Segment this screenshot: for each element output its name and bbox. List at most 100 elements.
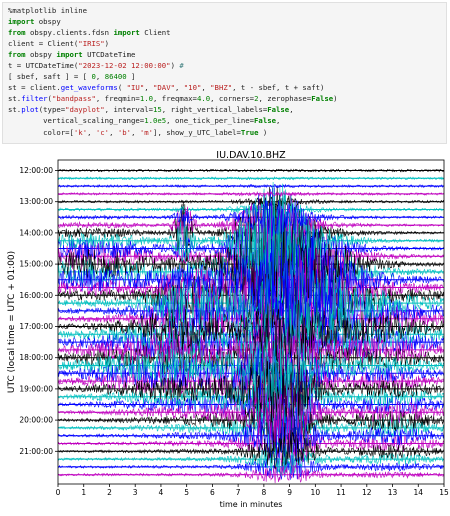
- trace-waveform: [58, 183, 444, 189]
- trace-group: [58, 168, 444, 484]
- code-token: , corners=: [210, 94, 255, 104]
- trace-waveform: [58, 287, 444, 349]
- code-token: "IRIS": [78, 39, 105, 49]
- trace-waveform: [58, 324, 444, 386]
- code-token: ): [104, 39, 110, 49]
- x-tick-label: 0: [56, 488, 61, 497]
- code-token: st = client.: [8, 83, 61, 93]
- code-token: from: [8, 50, 26, 60]
- trace-waveform: [58, 408, 444, 462]
- code-token: , freqmax=: [153, 94, 197, 104]
- code-token: ,: [131, 127, 140, 137]
- code-token: 1.0e5: [144, 116, 167, 126]
- trace-waveform: [58, 429, 444, 470]
- code-token: 'c': [95, 127, 110, 137]
- code-token: from: [8, 28, 26, 38]
- code-token: , t - sbef, t + saft): [232, 83, 325, 93]
- x-tick-label: 8: [261, 488, 266, 497]
- code-line: %matplotlib inline: [8, 5, 441, 16]
- code-token: ]: [126, 72, 136, 82]
- code-token: True: [240, 127, 259, 137]
- code-token: obspy.clients.fdsn: [25, 28, 114, 38]
- code-token: 'm': [139, 127, 154, 137]
- y-axis-label: UTC (local time = UTC + 01:00): [7, 251, 17, 393]
- code-line: vertical_scaling_range=1.0e5, one_tick_p…: [8, 115, 441, 126]
- y-tick-label: 18:00:00: [19, 353, 53, 362]
- code-token: ], show_y_UTC_label=: [153, 127, 241, 137]
- code-token: "BHZ": [210, 83, 233, 93]
- code-token: client = Client(: [8, 39, 79, 49]
- y-axis: 12:00:00 13:00:00 14:00:00 15:00:00 16:00:00…: [19, 166, 58, 456]
- code-token: 4.0: [196, 94, 211, 104]
- code-token: import: [56, 50, 83, 60]
- x-tick-label: 9: [287, 488, 292, 497]
- code-token: ,: [201, 83, 211, 93]
- trace-waveform: [58, 317, 444, 382]
- code-token: False: [254, 116, 276, 126]
- code-token: , zerophase=: [258, 94, 312, 104]
- y-tick-label: 19:00:00: [19, 384, 53, 393]
- code-token: plot: [21, 105, 39, 115]
- code-token: "DAV": [153, 83, 175, 93]
- code-token: st.: [8, 94, 22, 104]
- x-tick-label: 12: [362, 488, 372, 497]
- code-token: , interval=: [104, 105, 153, 115]
- code-token: ,: [109, 127, 118, 137]
- code-token: [ sbef, saft ] = [: [8, 72, 92, 82]
- code-cell[interactable]: %matplotlib inline import obspy from obspy…: [2, 2, 447, 144]
- code-token: "10": [183, 83, 202, 93]
- x-tick-label: 4: [159, 488, 164, 497]
- trace-waveform: [58, 455, 444, 480]
- code-line: import obspy: [8, 16, 441, 27]
- x-tick-label: 2: [107, 488, 112, 497]
- code-token: UTCDateTime: [82, 50, 136, 60]
- x-tick-label: 5: [184, 488, 189, 497]
- y-tick-label: 16:00:00: [19, 291, 53, 300]
- code-token: (: [47, 94, 52, 104]
- code-token: st.: [8, 105, 22, 115]
- trace-waveform: [58, 418, 444, 468]
- trace-waveform: [58, 388, 444, 452]
- code-token: import: [8, 17, 35, 27]
- chart-title: IU.DAV.10.BHZ: [216, 150, 286, 161]
- x-tick-label: 13: [388, 488, 398, 497]
- trace-waveform: [58, 354, 444, 423]
- trace-waveform: [58, 190, 444, 198]
- code-token: color=[: [8, 127, 74, 137]
- x-tick-label: 11: [336, 488, 346, 497]
- y-tick-label: 13:00:00: [19, 197, 53, 206]
- x-axis: 0 1 2 3 4 5 6 7 8 9 10 11 12 13 14 15: [56, 484, 449, 497]
- code-token: ,: [174, 83, 184, 93]
- code-token: "IU": [126, 83, 145, 93]
- code-token: (: [117, 83, 127, 93]
- code-token: import: [113, 28, 140, 38]
- trace-waveform: [58, 194, 444, 258]
- trace-waveform: [58, 203, 444, 319]
- trace-waveform: [58, 176, 444, 181]
- code-token: 2: [254, 94, 259, 104]
- code-token: ,: [289, 105, 294, 115]
- code-line: from obspy.clients.fdsn import Client: [8, 27, 441, 38]
- x-tick-label: 14: [413, 488, 423, 497]
- code-token: ,: [144, 83, 154, 93]
- code-token: t = UTCDateTime(: [8, 61, 79, 71]
- code-token: ,: [95, 72, 105, 82]
- code-token: obspy: [34, 17, 61, 27]
- y-tick-label: 12:00:00: [19, 166, 53, 175]
- code-token: obspy: [25, 50, 57, 60]
- code-token: #: [179, 61, 184, 71]
- trace-waveform: [58, 336, 444, 398]
- dayplot-chart: IU.DAV.10.BHZ 0 1 2 3 4 5 6 7 8 9 10 11 12 13 14 15 12:…: [7, 150, 449, 509]
- trace-waveform: [58, 199, 444, 237]
- x-tick-label: 6: [210, 488, 215, 497]
- y-tick-label: 15:00:00: [19, 260, 53, 269]
- code-token: 86400: [104, 72, 127, 82]
- dayplot-figure: IU.DAV.10.BHZ 0 1 2 3 4 5 6 7 8 9 10 11 12 13 14 15 12:…: [0, 146, 450, 511]
- trace-waveform: [58, 196, 444, 207]
- code-token: ): [258, 127, 268, 137]
- code-token: filter: [21, 94, 48, 104]
- x-tick-label: 3: [133, 488, 138, 497]
- code-token: ): [170, 61, 180, 71]
- x-tick-label: 15: [439, 488, 449, 497]
- code-token: False: [267, 105, 290, 115]
